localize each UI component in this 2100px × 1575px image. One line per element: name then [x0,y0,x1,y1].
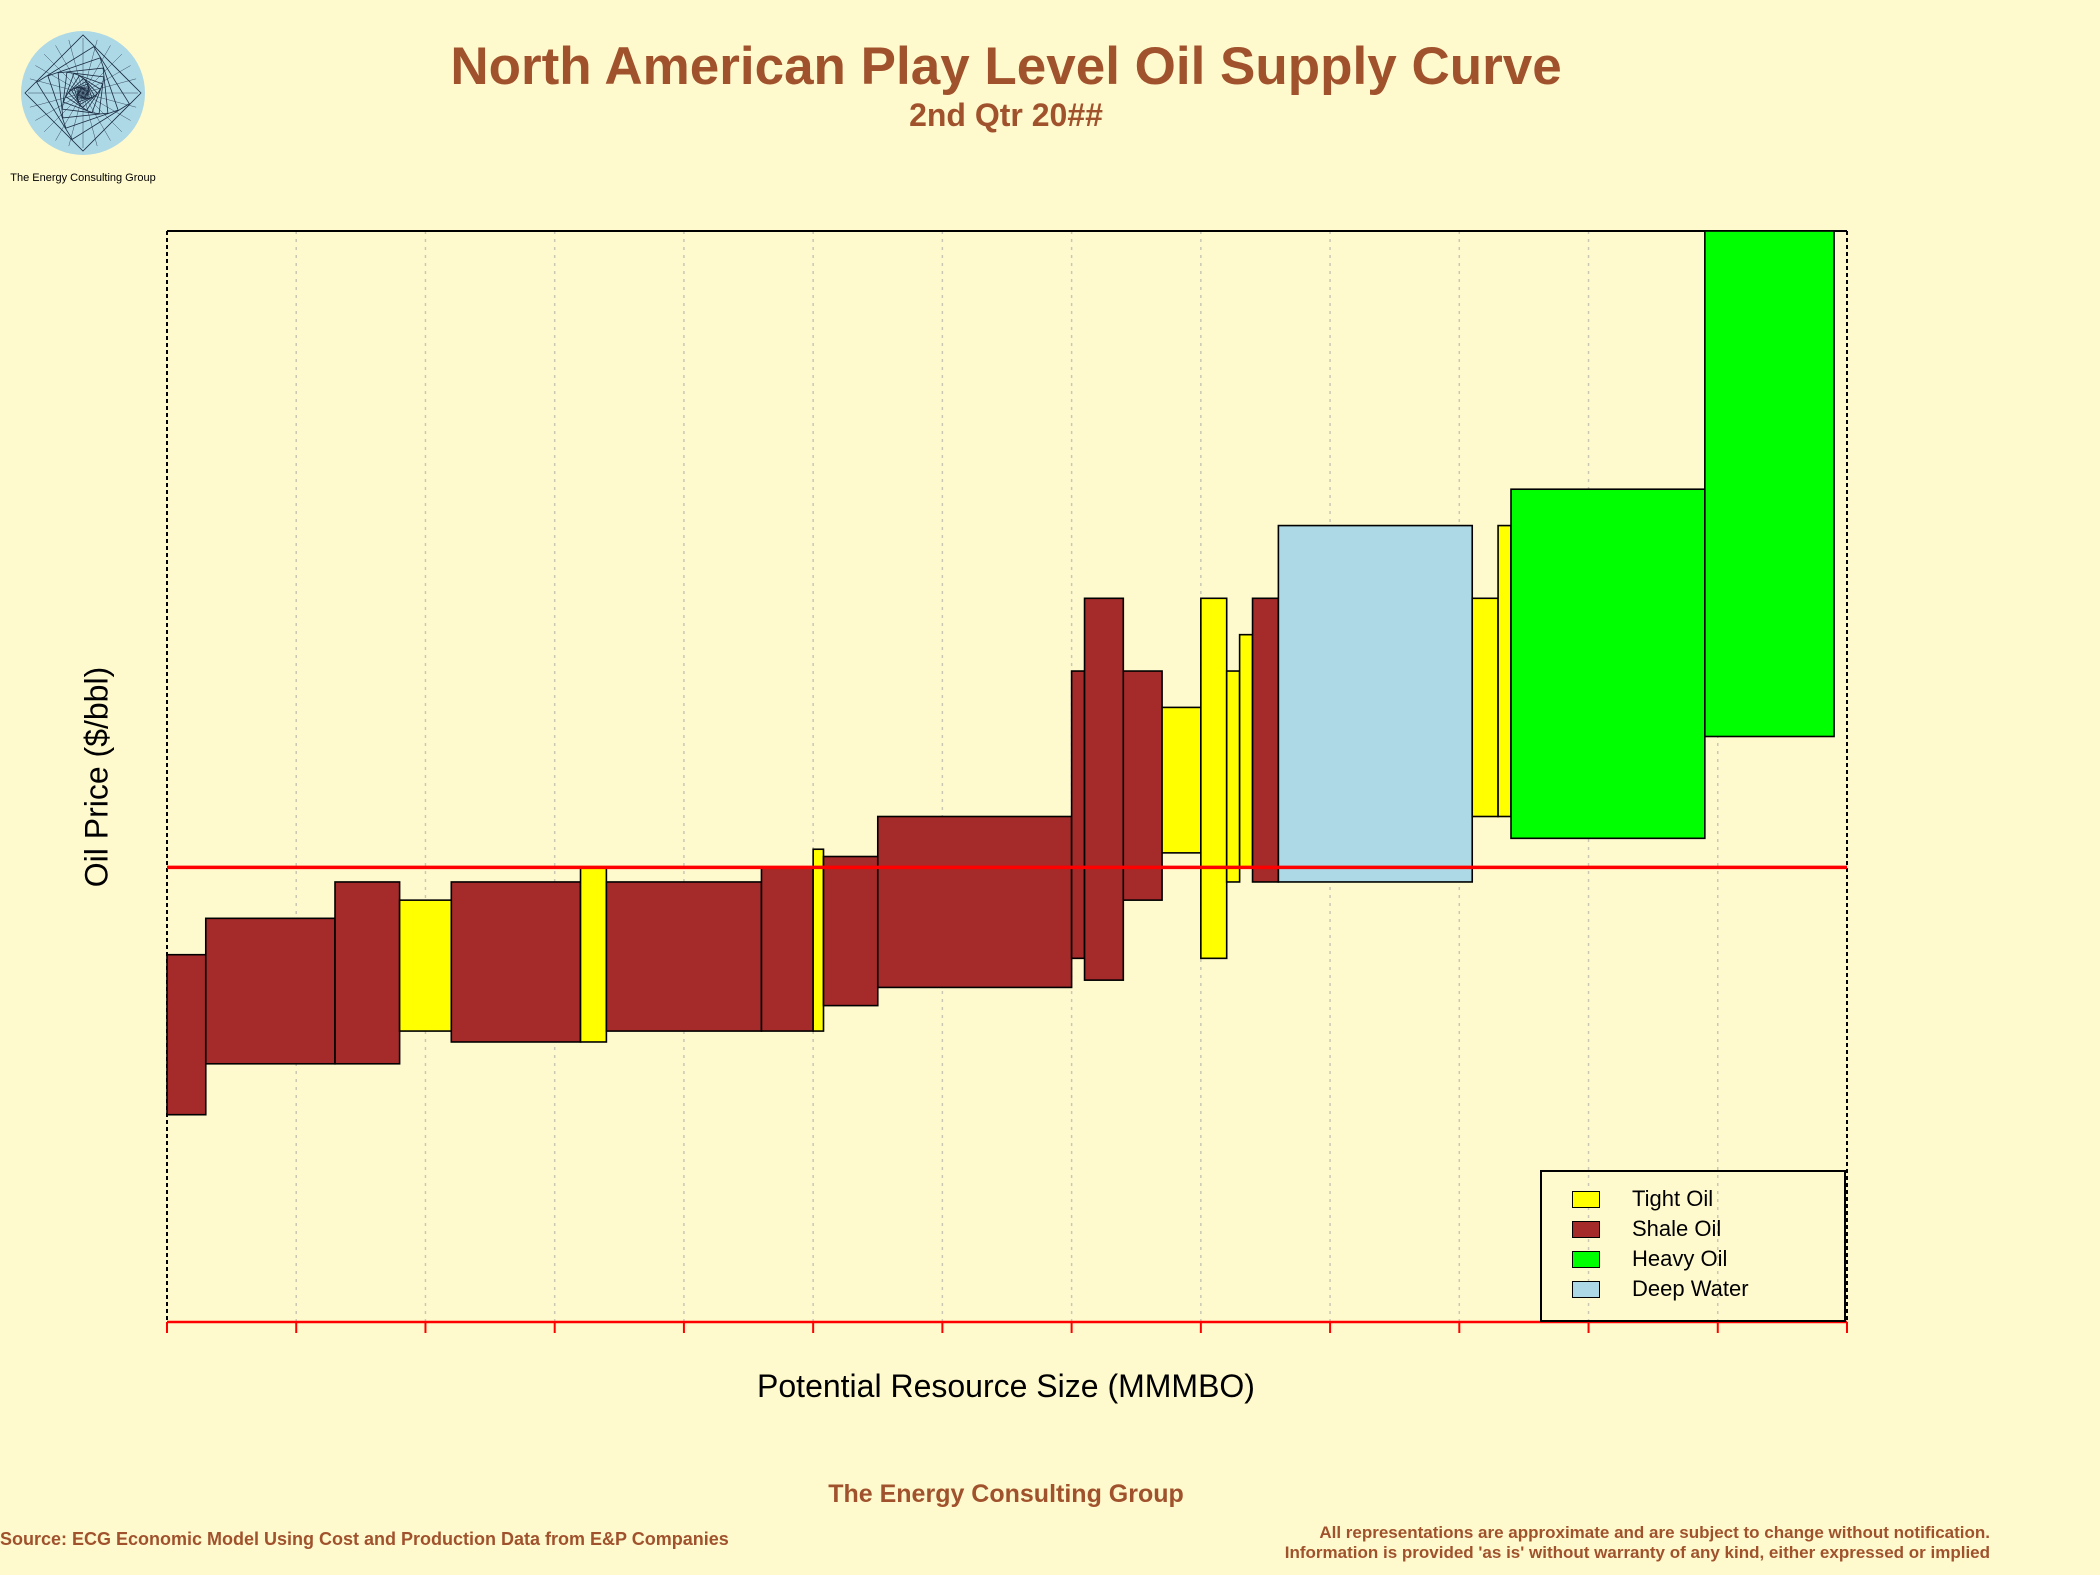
supply-bar-shale [1122,670,1163,901]
legend-swatch-tight-oil [1572,1190,1600,1208]
supply-bar-tight [1238,633,1254,869]
chart-legend: Tight Oil Shale Oil Heavy Oil Deep Water [1540,1170,1846,1322]
logo-spiral-ray [82,92,111,141]
supply-bar-heavy [1704,230,1835,738]
supply-bar-tight [1161,706,1202,854]
legend-swatch-shale-oil [1572,1220,1600,1238]
legend-item-shale-oil: Shale Oil [1572,1214,1721,1244]
logo-spiral-ray [29,92,84,108]
logo-spiral-ray [82,92,131,121]
spiral-logo-icon [21,31,145,155]
legend-label-deep-water: Deep Water [1632,1276,1749,1301]
logo-spiral-square [47,57,119,129]
chart-subtitle: 2nd Qtr 20## [909,97,1103,133]
supply-bar-shale [450,881,582,1043]
supply-bar-shale [166,953,207,1116]
logo-spiral-ray [82,92,123,133]
logo-spiral-ray [82,65,131,94]
logo-spiral-square [36,46,130,140]
y-axis-label: Oil Price ($/bbl) [78,666,115,888]
supply-bar-shale [1070,670,1086,960]
supply-bar-shale [334,881,401,1065]
supply-bar-tight [1471,597,1499,818]
supply-bar-tight [579,866,608,1043]
legend-item-deep-water: Deep Water [1572,1274,1749,1304]
legend-label-heavy-oil: Heavy Oil [1632,1246,1728,1271]
logo-spiral-square [62,72,104,114]
logo-spiral-ray [82,78,137,94]
chart-title: North American Play Level Oil Supply Cur… [450,37,1562,96]
company-logo [18,28,148,158]
logo-spiral-ray [43,53,84,94]
legend-swatch-heavy-oil [1572,1250,1600,1268]
legend-item-heavy-oil: Heavy Oil [1572,1244,1727,1274]
logo-spiral-square [24,34,142,152]
logo-spiral-square [67,77,99,109]
supply-bar-tight [398,899,453,1032]
logo-spiral-ray [82,45,111,94]
organization-name: The Energy Consulting Group [828,1480,1184,1508]
logo-spiral-ray [82,53,123,94]
logo-spiral-ray [82,92,137,108]
logo-spiral-square [61,71,105,115]
supply-bar-shale [204,917,336,1065]
logo-spiral-ray [29,78,84,94]
supply-bar-tight [1200,597,1228,960]
logo-spiral-ray [82,39,98,94]
supply-bar-heavy [1510,488,1706,840]
supply-bar-tight [812,848,825,1032]
logo-spiral-ray [55,45,84,94]
supply-bar-shale [1251,597,1280,883]
supply-bar-shale [1083,597,1125,981]
logo-spiral-square [57,67,109,119]
logo-caption: The Energy Consulting Group [10,172,156,184]
source-note: Source: ECG Economic Model Using Cost an… [0,1529,729,1549]
supply-bar-shale [822,855,879,1007]
logo-spiral-ray [35,92,84,121]
supply-bar-shale [605,881,763,1032]
logo-spiral-ray [82,92,98,147]
legend-label-shale-oil: Shale Oil [1632,1216,1722,1241]
logo-spiral-ray [43,92,84,133]
supply-bar-tight [1225,670,1241,883]
legend-label-tight-oil: Tight Oil [1632,1186,1714,1211]
logo-spiral-ray [68,39,84,94]
disclaimer-line-2: Information is provided 'as is' without … [1284,1543,1990,1562]
logo-spiral-ray [55,92,84,141]
logo-spiral-ray [68,92,84,147]
legend-item-tight-oil: Tight Oil [1572,1184,1713,1214]
logo-spiral-ray [35,65,84,94]
supply-bar-shale [876,815,1073,989]
supply-bar-tight [1497,524,1512,818]
disclaimer: All representations are approximate and … [1285,1523,1990,1563]
x-axis-label: Potential Resource Size (MMMBO) [757,1368,1255,1404]
disclaimer-line-1: All representations are approximate and … [1319,1523,1990,1542]
supply-bar-shale [760,866,814,1032]
supply-bar-deep [1277,524,1474,883]
legend-swatch-deep-water [1572,1280,1600,1298]
